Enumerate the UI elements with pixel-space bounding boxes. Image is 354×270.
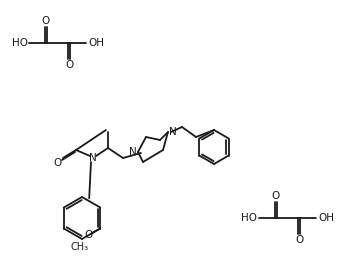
- Text: OH: OH: [88, 38, 104, 48]
- Text: CH₃: CH₃: [70, 242, 88, 252]
- Text: O: O: [65, 60, 73, 70]
- Text: N: N: [169, 127, 177, 137]
- Text: O: O: [272, 191, 280, 201]
- Text: N: N: [129, 147, 137, 157]
- Text: N: N: [89, 153, 97, 163]
- Text: O: O: [53, 158, 61, 168]
- Text: O: O: [42, 16, 50, 26]
- Text: O: O: [84, 231, 92, 241]
- Text: O: O: [295, 235, 303, 245]
- Text: OH: OH: [318, 213, 334, 223]
- Text: HO: HO: [241, 213, 257, 223]
- Text: HO: HO: [12, 38, 28, 48]
